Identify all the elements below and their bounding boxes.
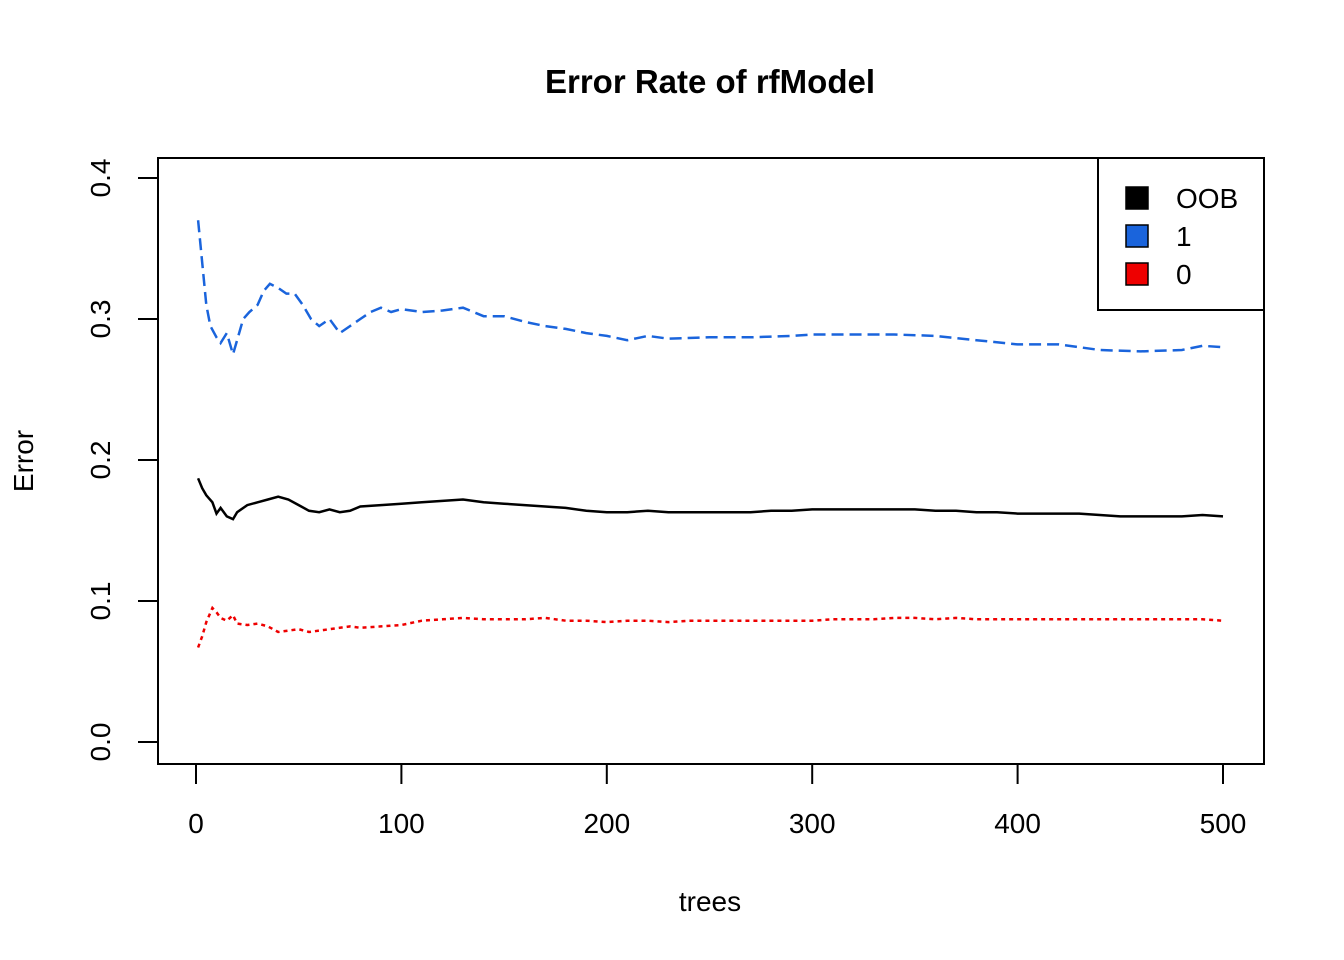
legend-swatch-1 <box>1125 224 1149 248</box>
legend-label-0: 0 <box>1176 259 1192 290</box>
x-axis: 0 100 200 300 400 500 <box>188 763 1247 839</box>
legend: OOB 1 0 <box>1097 157 1265 311</box>
legend-swatch-OOB <box>1125 186 1149 210</box>
series-line-1 <box>196 220 1224 359</box>
legend-label-OOB: OOB <box>1176 183 1238 214</box>
x-tick-label: 0 <box>188 808 204 839</box>
x-tick-label: 300 <box>789 808 836 839</box>
x-axis-label: trees <box>679 886 741 917</box>
y-tick-label: 0.2 <box>85 441 116 480</box>
x-tick-label: 100 <box>378 808 425 839</box>
x-tick-label: 200 <box>583 808 630 839</box>
series-line-OOB <box>196 477 1224 521</box>
y-tick-label: 0.0 <box>85 723 116 762</box>
y-axis: 0.0 0.1 0.2 0.3 0.4 <box>85 159 159 762</box>
series-layer <box>196 220 1224 648</box>
chart-title: Error Rate of rfModel <box>545 63 875 100</box>
x-tick-label: 500 <box>1200 808 1247 839</box>
y-tick-label: 0.4 <box>85 159 116 198</box>
x-tick-label: 400 <box>994 808 1041 839</box>
series-line-0 <box>196 605 1224 648</box>
y-axis-label: Error <box>8 430 39 492</box>
y-tick-label: 0.1 <box>85 582 116 621</box>
y-tick-label: 0.3 <box>85 300 116 339</box>
legend-swatch-0 <box>1125 262 1149 286</box>
legend-label-1: 1 <box>1176 221 1192 252</box>
